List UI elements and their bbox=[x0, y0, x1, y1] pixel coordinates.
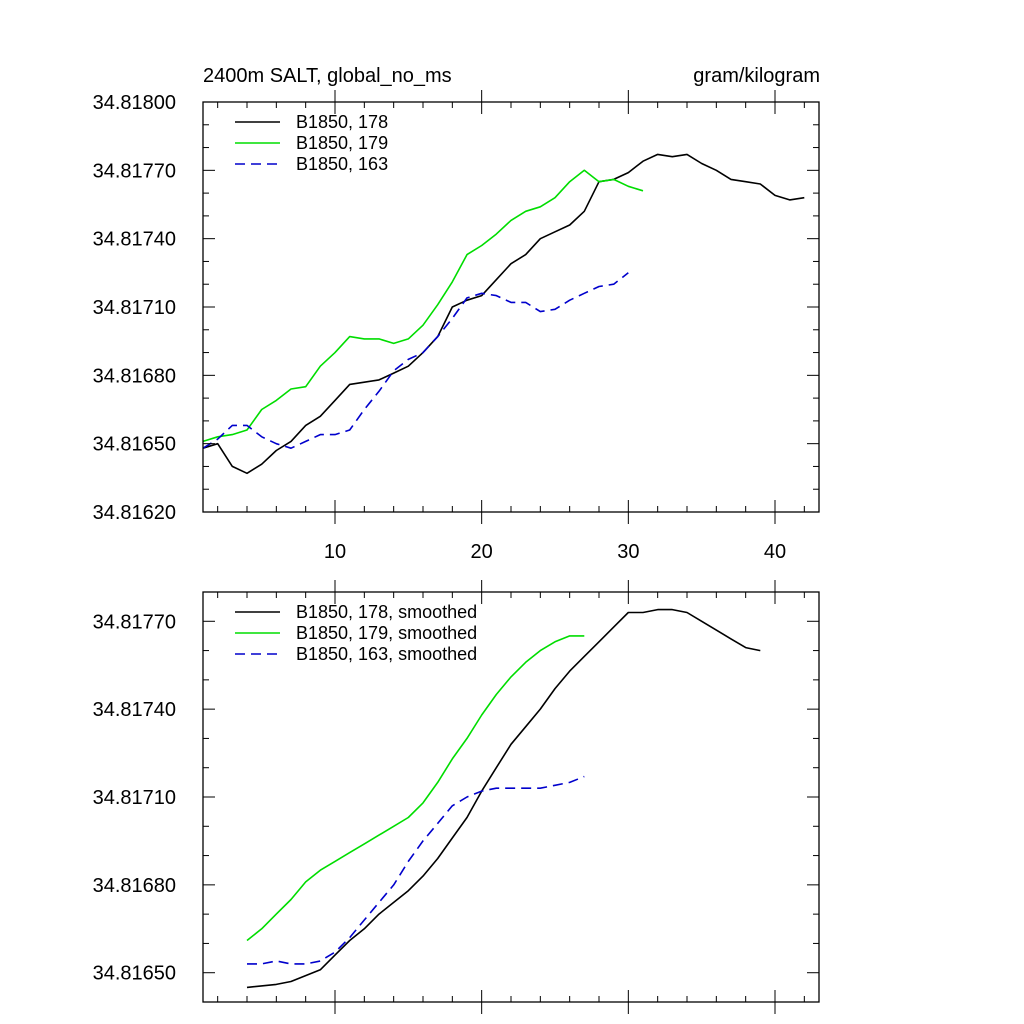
legend-label-1: B1850, 179 bbox=[296, 133, 388, 153]
y-tick-label: 34.81650 bbox=[93, 434, 176, 456]
y-tick-label: 34.81680 bbox=[93, 365, 176, 387]
y-tick-label: 34.81800 bbox=[93, 92, 176, 114]
y-tick-label: 34.81770 bbox=[93, 611, 176, 633]
series-line-0 bbox=[202, 153, 805, 475]
series-line-0 bbox=[246, 608, 761, 989]
x-tick-label: 30 bbox=[617, 541, 639, 563]
y-tick-label: 34.81770 bbox=[93, 160, 176, 182]
x-tick-label: 10 bbox=[324, 541, 346, 563]
legend-label-0: B1850, 178, smoothed bbox=[296, 602, 477, 622]
y-tick-label: 34.81680 bbox=[93, 875, 176, 897]
bottom-plot-frame bbox=[202, 591, 820, 1003]
series-line-2 bbox=[247, 775, 585, 965]
y-tick-label: 34.81650 bbox=[93, 963, 176, 985]
y-tick-label: 34.81740 bbox=[93, 229, 176, 251]
x-tick-label: 40 bbox=[764, 541, 786, 563]
series-line-1 bbox=[246, 635, 585, 942]
top-panel: 2400m SALT, global_no_ms gram/kilogram B… bbox=[93, 65, 820, 563]
chart-units: gram/kilogram bbox=[693, 65, 820, 87]
y-tick-label: 34.81620 bbox=[93, 502, 176, 524]
y-tick-label: 34.81740 bbox=[93, 699, 176, 721]
chart-title: 2400m SALT, global_no_ms bbox=[203, 65, 452, 87]
legend-label-2: B1850, 163, smoothed bbox=[296, 644, 477, 664]
legend-label-0: B1850, 178 bbox=[296, 112, 388, 132]
series-line-2 bbox=[202, 272, 629, 450]
x-tick-label: 20 bbox=[471, 541, 493, 563]
y-tick-label: 34.81710 bbox=[93, 297, 176, 319]
legend-label-2: B1850, 163 bbox=[296, 154, 388, 174]
y-tick-label: 34.81710 bbox=[93, 787, 176, 809]
top-plot-frame bbox=[202, 101, 820, 513]
series-line-1 bbox=[202, 169, 644, 443]
legend-label-1: B1850, 179, smoothed bbox=[296, 623, 477, 643]
